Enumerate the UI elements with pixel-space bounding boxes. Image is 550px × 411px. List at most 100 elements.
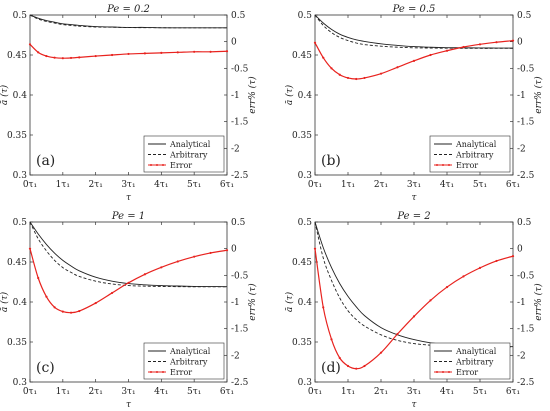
x-tick-label: 3τ₁ — [121, 180, 135, 190]
series-line-analytical — [314, 221, 514, 348]
error-data-point — [78, 56, 81, 59]
chart-panel-2: 0τ₁ 1τ₁ 2τ₁ 3τ₁ 4τ₁ 5τ₁ 6τ₁ 0.3 0.35 0.4 0.45 0.5 -2… — [284, 4, 544, 203]
y-right-tick-label: -2 — [231, 351, 240, 361]
error-data-point — [53, 306, 56, 309]
legend-marker — [442, 371, 444, 373]
legend-box — [429, 342, 511, 380]
legend-entry: Error — [170, 161, 192, 170]
legend-marker — [150, 371, 152, 373]
error-data-point — [396, 66, 399, 69]
y-left-tick-label: 0.3 — [298, 378, 313, 388]
legend-marker — [156, 371, 158, 373]
y-left-tick-label: 0.35 — [7, 338, 27, 348]
y-right-tick-label: 0.5 — [231, 218, 246, 228]
error-data-point — [322, 306, 325, 309]
error-data-point — [176, 260, 179, 263]
chart-title: Pe = 0.5 — [392, 4, 436, 15]
error-data-point — [53, 56, 56, 59]
error-data-point — [355, 367, 358, 370]
legend-marker — [162, 371, 164, 373]
series-line-analytical — [314, 14, 514, 49]
legend-marker — [162, 164, 164, 166]
y-left-tick-label: 0.45 — [292, 258, 312, 268]
y-right-tick-label: -2.5 — [517, 378, 535, 388]
error-data-point — [445, 49, 449, 52]
error-data-point — [412, 59, 416, 62]
x-tick-label: 2τ₁ — [89, 387, 103, 397]
error-data-point — [338, 73, 341, 76]
legend-entry: Analytical — [169, 347, 211, 356]
error-data-point — [322, 56, 325, 59]
y-left-tick-label: 0.5 — [298, 218, 313, 228]
x-tick-label: 1τ₁ — [56, 180, 70, 190]
y-right-tick-label: -1.5 — [231, 325, 249, 335]
legend-entry: Arbitrary — [169, 358, 208, 367]
y-left-axis-label: ā (τ) — [0, 291, 10, 312]
chart-title: Pe = 0.2 — [106, 4, 150, 15]
y-left-axis-label: ā (τ) — [0, 84, 10, 105]
series-line-arbitrary — [314, 14, 513, 49]
error-data-point — [396, 332, 399, 336]
y-left-tick-label: 0.45 — [7, 51, 27, 61]
error-data-point — [193, 50, 196, 53]
error-data-point — [176, 51, 179, 54]
y-left-tick-label: 0.3 — [13, 378, 28, 388]
x-tick-label: 6τ₁ — [506, 387, 520, 397]
error-data-point — [193, 255, 196, 258]
y-right-tick-label: -1.5 — [231, 118, 249, 128]
series-line-error — [314, 40, 514, 80]
y-left-tick-label: 0.4 — [298, 298, 313, 308]
legend-box — [143, 342, 225, 380]
error-data-point — [94, 301, 97, 305]
y-left-tick-label: 0.4 — [13, 298, 28, 308]
chart-panel-3: 0τ₁ 1τ₁ 2τ₁ 3τ₁ 4τ₁ 5τ₁ 6τ₁ 0.3 0.35 0.4 0.45 0.5 -2… — [0, 211, 258, 410]
y-left-tick-label: 0.3 — [298, 171, 313, 181]
error-data-point — [495, 259, 498, 263]
x-tick-label: 1τ₁ — [56, 387, 70, 397]
series-line-error — [314, 248, 514, 370]
legend-marker — [436, 164, 438, 166]
y-right-tick-label: 0.5 — [231, 11, 246, 21]
error-data-point — [69, 311, 73, 314]
y-right-tick-label: 0.5 — [517, 11, 532, 21]
error-data-point — [363, 76, 366, 80]
error-data-point — [110, 291, 114, 295]
x-tick-label: 5τ₁ — [187, 180, 201, 190]
error-data-point — [28, 43, 32, 46]
x-tick-label: 3τ₁ — [407, 387, 421, 397]
x-tick-label: 0τ₁ — [308, 387, 322, 397]
y-left-axis-label: ā (τ) — [284, 291, 295, 312]
error-data-point — [346, 76, 350, 80]
y-right-axis-label: err% (τ) — [247, 76, 258, 114]
legend-entry: Arbitrary — [455, 151, 494, 160]
error-data-point — [37, 276, 40, 280]
y-right-tick-label: -0.5 — [231, 64, 249, 74]
error-data-point — [37, 51, 40, 54]
series-line-analytical — [29, 221, 228, 288]
legend-marker — [150, 164, 152, 166]
x-tick-label: 6τ₁ — [220, 180, 234, 190]
panel-label: (a) — [36, 153, 55, 169]
y-right-tick-label: -2 — [231, 144, 240, 154]
x-tick-label: 6τ₁ — [506, 180, 520, 190]
series-line-arbitrary — [29, 221, 227, 288]
y-right-tick-label: 0 — [231, 245, 237, 255]
chart-title: Pe = 2 — [396, 211, 430, 222]
series-line-error — [29, 248, 228, 314]
y-left-tick-label: 0.45 — [7, 258, 27, 268]
y-right-tick-label: -1 — [231, 91, 240, 101]
error-data-point — [412, 315, 416, 318]
y-right-axis-label: err% (τ) — [533, 283, 544, 321]
error-data-point — [462, 275, 465, 278]
y-right-tick-label: -0.5 — [517, 64, 535, 74]
error-data-point — [478, 43, 482, 46]
error-data-point — [78, 309, 81, 313]
chart-panel-1: 0τ₁ 1τ₁ 2τ₁ 3τ₁ 4τ₁ 5τ₁ 6τ₁ 0.3 0.35 0.4 0.45 0.5 -2… — [0, 4, 258, 203]
error-data-point — [330, 338, 333, 341]
chart-title: Pe = 1 — [111, 211, 145, 222]
y-right-tick-label: -2 — [517, 351, 526, 361]
legend-box — [143, 135, 225, 173]
error-data-point — [127, 281, 130, 284]
legend-entry: Analytical — [455, 140, 497, 149]
